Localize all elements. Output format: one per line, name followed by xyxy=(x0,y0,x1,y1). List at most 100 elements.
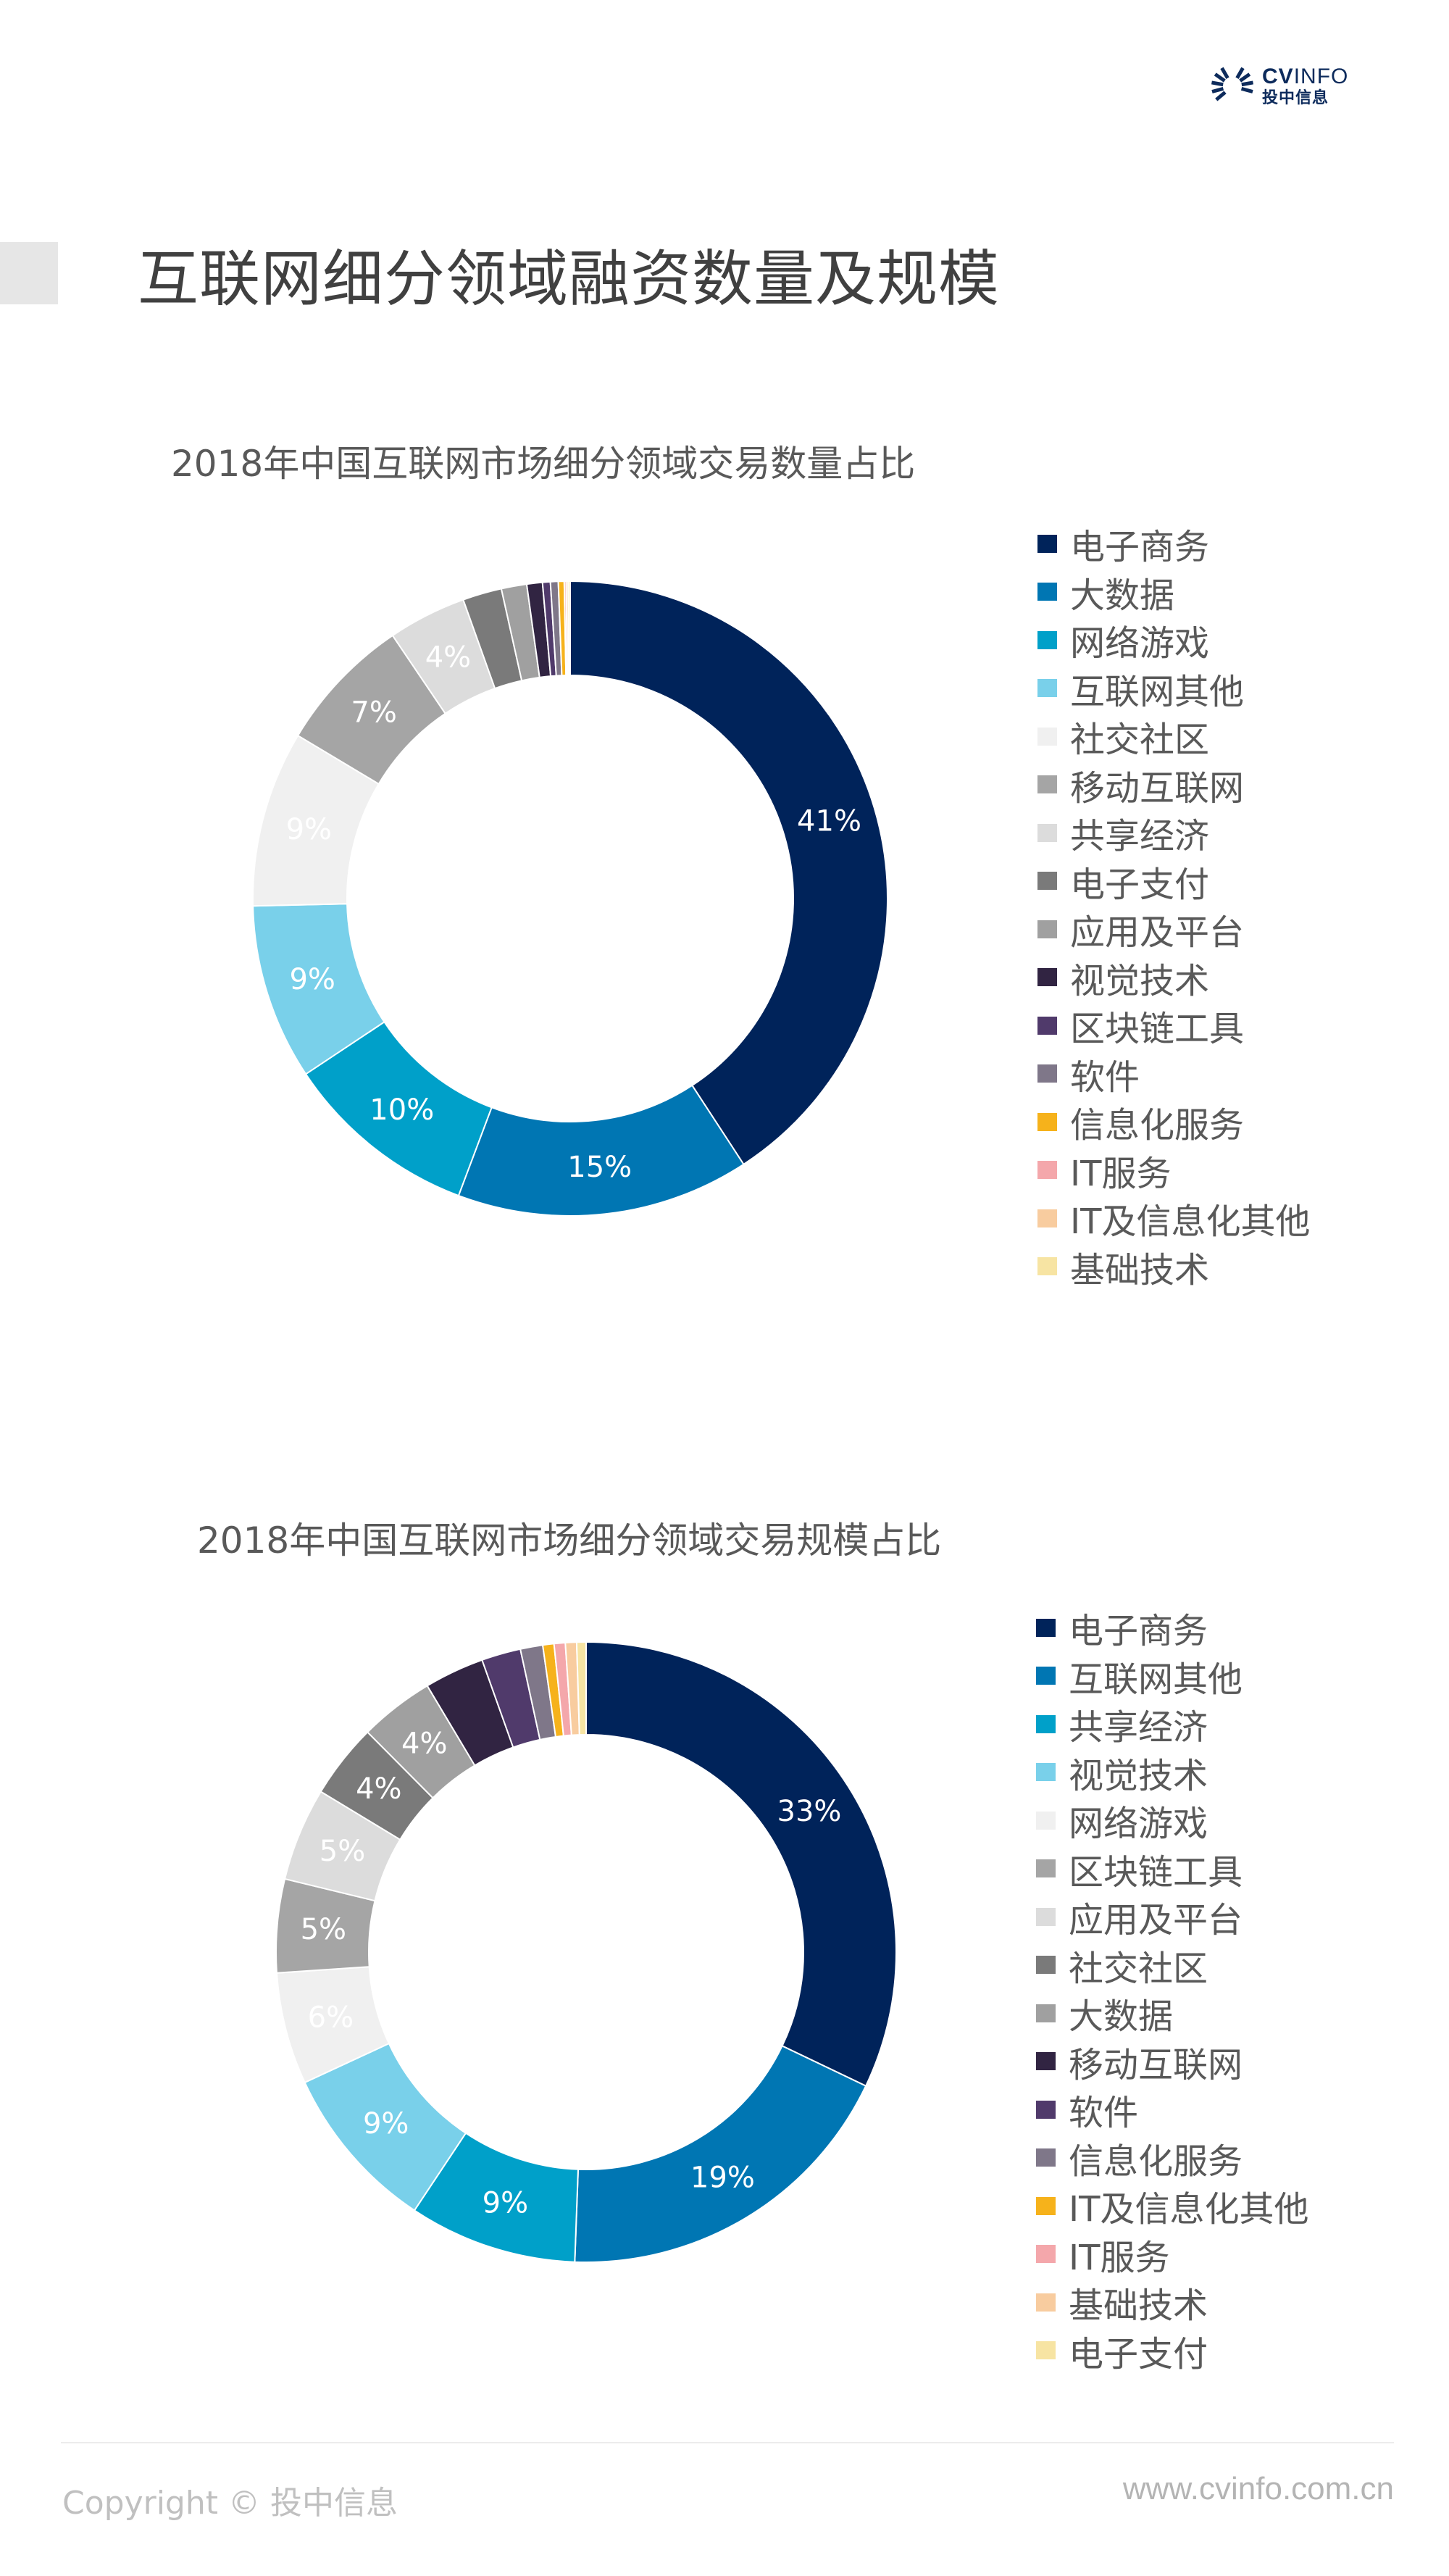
cvinfo-burst-icon xyxy=(1211,67,1253,101)
legend-item: 社交社区 xyxy=(1036,1941,1308,1990)
legend-label: 基础技术 xyxy=(1070,1249,1210,1291)
legend-swatch-icon xyxy=(1036,1763,1056,1782)
donut-slice xyxy=(585,1641,897,2088)
slice-percent-label: 7% xyxy=(351,696,396,730)
legend-item: 电子支付 xyxy=(1036,2327,1308,2375)
slice-percent-label: 10% xyxy=(369,1093,434,1127)
legend-item: 区块链工具 xyxy=(1036,1845,1308,1893)
slice-percent-label: 9% xyxy=(286,813,332,846)
legend-swatch-icon xyxy=(1036,1667,1056,1685)
legend-label: 社交社区 xyxy=(1070,720,1210,761)
legend-label: 共享经济 xyxy=(1069,1707,1208,1748)
legend-label: IT及信息化其他 xyxy=(1070,1201,1311,1243)
legend-swatch-icon xyxy=(1037,1016,1057,1035)
legend-label: 应用及平台 xyxy=(1069,1900,1243,1941)
legend-label: 移动互联网 xyxy=(1070,767,1245,809)
legend-label: 大数据 xyxy=(1069,1996,1174,2038)
slice-percent-label: 15% xyxy=(567,1151,632,1184)
legend-swatch-icon xyxy=(1037,1161,1057,1180)
slice-percent-label: 9% xyxy=(363,2107,409,2141)
legend-item: 信息化服务 xyxy=(1037,1098,1310,1146)
legend-label: IT服务 xyxy=(1070,1153,1172,1194)
slice-percent-label: 9% xyxy=(289,963,335,996)
legend-label: 大数据 xyxy=(1070,575,1175,616)
legend-item: 应用及平台 xyxy=(1036,1893,1308,1941)
legend-item: 互联网其他 xyxy=(1036,1652,1308,1701)
legend-swatch-icon xyxy=(1036,1907,1056,1926)
legend-item: IT及信息化其他 xyxy=(1037,1194,1310,1243)
legend-item: 电子商务 xyxy=(1037,520,1310,568)
legend-swatch-icon xyxy=(1036,1956,1056,1975)
legend-label: 视觉技术 xyxy=(1069,1755,1208,1796)
legend-swatch-icon xyxy=(1037,1257,1057,1276)
legend-swatch-icon xyxy=(1037,630,1057,649)
legend-label: 区块链工具 xyxy=(1070,1009,1245,1050)
legend-swatch-icon xyxy=(1037,1064,1057,1083)
chart-title-deal-size: 2018年中国互联网市场细分领域交易规模占比 xyxy=(197,1520,942,1562)
legend-label: 电子商务 xyxy=(1069,1611,1208,1652)
legend-item: 软件 xyxy=(1036,2085,1308,2134)
legend-item: 大数据 xyxy=(1036,1989,1308,2038)
legend-label: 互联网其他 xyxy=(1069,1659,1243,1700)
legend-label: 电子支付 xyxy=(1070,864,1210,905)
website-link[interactable]: www.cvinfo.com.cn xyxy=(1122,2471,1394,2506)
legend-item: 信息化服务 xyxy=(1036,2134,1308,2183)
legend-item: 互联网其他 xyxy=(1037,664,1310,713)
legend-swatch-icon xyxy=(1037,775,1057,794)
logo-en-bold: CV xyxy=(1262,64,1294,88)
legend-label: 电子商务 xyxy=(1070,527,1210,568)
slice-percent-label: 41% xyxy=(797,805,861,838)
legend-item: 基础技术 xyxy=(1036,2278,1308,2327)
legend-swatch-icon xyxy=(1036,2341,1056,2360)
legend-label: 区块链工具 xyxy=(1069,1851,1243,1893)
legend-item: 应用及平台 xyxy=(1037,905,1310,954)
legend-label: 移动互联网 xyxy=(1069,2044,1243,2085)
donut-slice xyxy=(569,580,888,1166)
donut-slice xyxy=(575,1641,587,1736)
legend-swatch-icon xyxy=(1036,2245,1056,2264)
legend-item: 共享经济 xyxy=(1037,809,1310,857)
legend-label: 软件 xyxy=(1070,1056,1140,1098)
legend-swatch-icon xyxy=(1037,583,1057,601)
legend-item: 网络游戏 xyxy=(1036,1796,1308,1845)
legend-label: IT服务 xyxy=(1069,2237,1170,2278)
legend-item: IT及信息化其他 xyxy=(1036,2182,1308,2230)
logo-cn: 投中信息 xyxy=(1262,89,1329,107)
legend-item: 视觉技术 xyxy=(1036,1748,1308,1797)
slice-percent-label: 9% xyxy=(483,2186,528,2219)
legend-swatch-icon xyxy=(1037,1112,1057,1131)
legend-swatch-icon xyxy=(1037,968,1057,987)
legend-item: 视觉技术 xyxy=(1037,954,1310,1002)
legend-label: 网络游戏 xyxy=(1069,1804,1208,1845)
legend-swatch-icon xyxy=(1036,1859,1056,1878)
legend-label: 视觉技术 xyxy=(1070,960,1210,1001)
legend-swatch-icon xyxy=(1036,2293,1056,2312)
legend-swatch-icon xyxy=(1037,534,1057,553)
legend-swatch-icon xyxy=(1036,2052,1056,2071)
legend-swatch-icon xyxy=(1037,872,1057,891)
slice-percent-label: 4% xyxy=(425,641,471,674)
slice-percent-label: 4% xyxy=(356,1772,401,1806)
slice-percent-label: 6% xyxy=(308,2001,354,2034)
legend-label: 电子支付 xyxy=(1069,2333,1208,2375)
legend-label: 软件 xyxy=(1069,2093,1139,2134)
legend-item: 基础技术 xyxy=(1037,1243,1310,1291)
legend-swatch-icon xyxy=(1036,1714,1056,1733)
slice-percent-label: 4% xyxy=(401,1727,447,1760)
legend-swatch-icon xyxy=(1037,1209,1057,1227)
legend-swatch-icon xyxy=(1036,2100,1056,2119)
legend-label: 基础技术 xyxy=(1069,2285,1208,2327)
title-accent-bar xyxy=(0,242,58,304)
legend-swatch-icon xyxy=(1037,920,1057,938)
legend-swatch-icon xyxy=(1037,679,1057,698)
legend-item: IT服务 xyxy=(1036,2230,1308,2279)
legend-item: 移动互联网 xyxy=(1037,761,1310,809)
legend-item: IT服务 xyxy=(1037,1146,1310,1195)
legend-swatch-icon xyxy=(1036,1811,1056,1830)
legend-swatch-icon xyxy=(1037,823,1057,842)
legend-label: 网络游戏 xyxy=(1070,623,1210,664)
legend-item: 区块链工具 xyxy=(1037,1001,1310,1050)
page-title: 互联网细分领域融资数量及规模 xyxy=(138,243,1001,314)
slice-percent-label: 5% xyxy=(320,1835,365,1868)
